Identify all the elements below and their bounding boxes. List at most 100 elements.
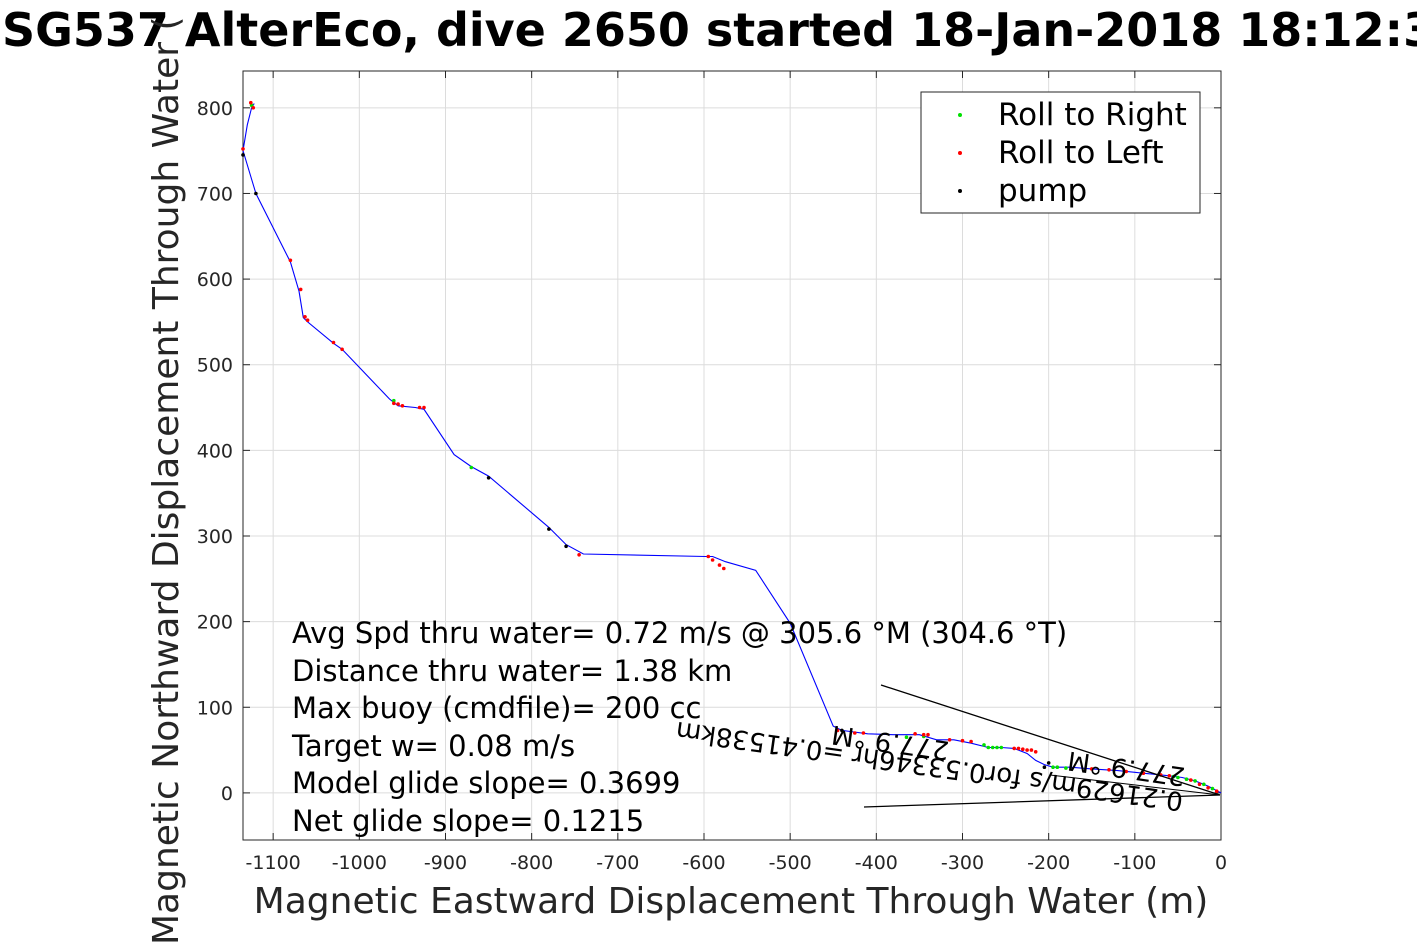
- roll-right-point: [392, 398, 396, 403]
- x-tick-label: -1100: [246, 852, 301, 874]
- roll-left-point: [392, 401, 396, 406]
- roll-left-point: [706, 554, 711, 559]
- roll-left-point: [835, 728, 840, 733]
- x-axis-label: Magnetic Eastward Displacement Through W…: [254, 881, 1209, 922]
- roll-left-point: [1012, 746, 1016, 751]
- roll-right-point: [1055, 765, 1060, 769]
- pump-point: [1042, 765, 1047, 769]
- roll-left-point: [1107, 768, 1111, 772]
- legend-marker-pump: [958, 189, 962, 193]
- roll-right-point: [1171, 774, 1176, 779]
- legend-marker-roll-right: [958, 113, 962, 117]
- x-tick-label: -300: [941, 852, 984, 874]
- roll-left-point: [722, 566, 726, 571]
- pump-layer: [241, 153, 1051, 769]
- current-vector: [863, 684, 1221, 808]
- chart-title: SG537 AlterEco, dive 2650 started 18-Jan…: [2, 3, 1417, 57]
- roll-left-point: [1197, 782, 1202, 787]
- roll-right-point: [1193, 779, 1197, 783]
- legend-marker-roll-left: [958, 151, 962, 155]
- roll-left-point: [249, 100, 253, 105]
- roll-left-point: [331, 340, 336, 345]
- roll-left-point: [926, 732, 930, 737]
- x-tick-label: -500: [769, 852, 812, 874]
- current-vector-upper: [880, 684, 1221, 796]
- roll-left-layer: [241, 100, 1219, 793]
- roll-left-point: [1206, 786, 1210, 790]
- legend: Roll to Right Roll to Left pump: [920, 91, 1201, 214]
- roll-left-point: [710, 558, 715, 562]
- roll-left-point: [1033, 750, 1038, 754]
- y-tick-label: 100: [197, 697, 233, 719]
- y-tick-label: 700: [197, 183, 233, 205]
- annotation-target-w: Target w= 0.08 m/s: [291, 729, 575, 763]
- y-tick-label: 400: [197, 440, 233, 462]
- roll-left-point: [396, 402, 400, 406]
- track-line: [242, 103, 1222, 794]
- roll-right-point: [995, 745, 999, 750]
- roll-right-point: [990, 745, 995, 750]
- tick-labels: -1100 -1000 -900 -800 -700 -600 -500 -400 -300 -2…: [197, 98, 1227, 874]
- current-vector-lower: [863, 794, 1221, 808]
- roll-left-point: [417, 405, 422, 410]
- roll-left-point: [400, 404, 405, 408]
- y-tick-label: 200: [197, 612, 233, 634]
- roll-left-point: [1025, 748, 1029, 752]
- legend-label-roll-left: Roll to Left: [998, 135, 1164, 171]
- legend-box: [920, 91, 1201, 214]
- roll-left-point: [1124, 769, 1128, 774]
- x-tick-label: -200: [1027, 852, 1070, 874]
- x-tick-label: -900: [424, 852, 467, 874]
- roll-right-point: [469, 465, 474, 470]
- roll-left-point: [1167, 774, 1172, 778]
- roll-right-point: [1184, 777, 1189, 781]
- roll-left-point: [241, 147, 245, 151]
- y-tick-label: 300: [197, 526, 233, 548]
- roll-right-point: [999, 745, 1004, 750]
- roll-left-point: [861, 731, 866, 735]
- roll-left-point: [717, 563, 722, 567]
- track-layer: [242, 103, 1222, 794]
- roll-left-point: [960, 738, 965, 743]
- pump-point: [486, 476, 491, 480]
- plot-frame: [242, 70, 1222, 841]
- y-axis-label: Magnetic Northward Displacement Through …: [146, 16, 187, 945]
- y-tick-label: 800: [197, 98, 233, 120]
- legend-label-roll-right: Roll to Right: [998, 97, 1187, 133]
- pump-point: [564, 544, 568, 549]
- y-tick-label: 600: [197, 269, 233, 291]
- y-tick-label: 0: [221, 783, 233, 805]
- x-tick-label: 0: [1215, 852, 1227, 874]
- annotation-net-glide: Net glide slope= 0.1215: [292, 804, 644, 838]
- roll-left-point: [288, 258, 293, 263]
- annotation-avg-speed: Avg Spd thru water= 0.72 m/s @ 305.6 °M …: [292, 616, 1067, 650]
- roll-right-point: [1202, 782, 1206, 787]
- x-tick-label: -700: [596, 852, 639, 874]
- x-tick-label: -600: [682, 852, 725, 874]
- annotation-max-buoy: Max buoy (cmdfile)= 200 cc: [292, 691, 701, 725]
- roll-left-point: [1089, 767, 1094, 771]
- roll-left-point: [303, 315, 307, 319]
- roll-left-point: [1021, 747, 1025, 751]
- annotation-model-glide: Model glide slope= 0.3699: [292, 766, 680, 800]
- roll-left-point: [1189, 778, 1193, 782]
- roll-left-point: [251, 106, 256, 110]
- pump-point: [547, 527, 551, 531]
- roll-right-point: [1051, 765, 1055, 769]
- roll-left-point: [921, 732, 926, 737]
- x-tick-label: -400: [855, 852, 898, 874]
- y-tick-label: 500: [197, 355, 233, 377]
- annotations: Avg Spd thru water= 0.72 m/s @ 305.6 °M …: [291, 616, 1067, 838]
- x-tick-label: -800: [510, 852, 553, 874]
- roll-left-point: [577, 553, 581, 557]
- roll-right-point: [982, 743, 986, 747]
- roll-left-point: [340, 347, 344, 352]
- pump-point: [840, 728, 844, 733]
- roll-left-point: [1141, 771, 1146, 775]
- x-tick-label: -1000: [332, 852, 387, 874]
- roll-right-layer: [249, 103, 1215, 791]
- roll-right-point: [986, 745, 991, 750]
- roll-left-point: [305, 318, 310, 323]
- pump-point: [254, 191, 258, 196]
